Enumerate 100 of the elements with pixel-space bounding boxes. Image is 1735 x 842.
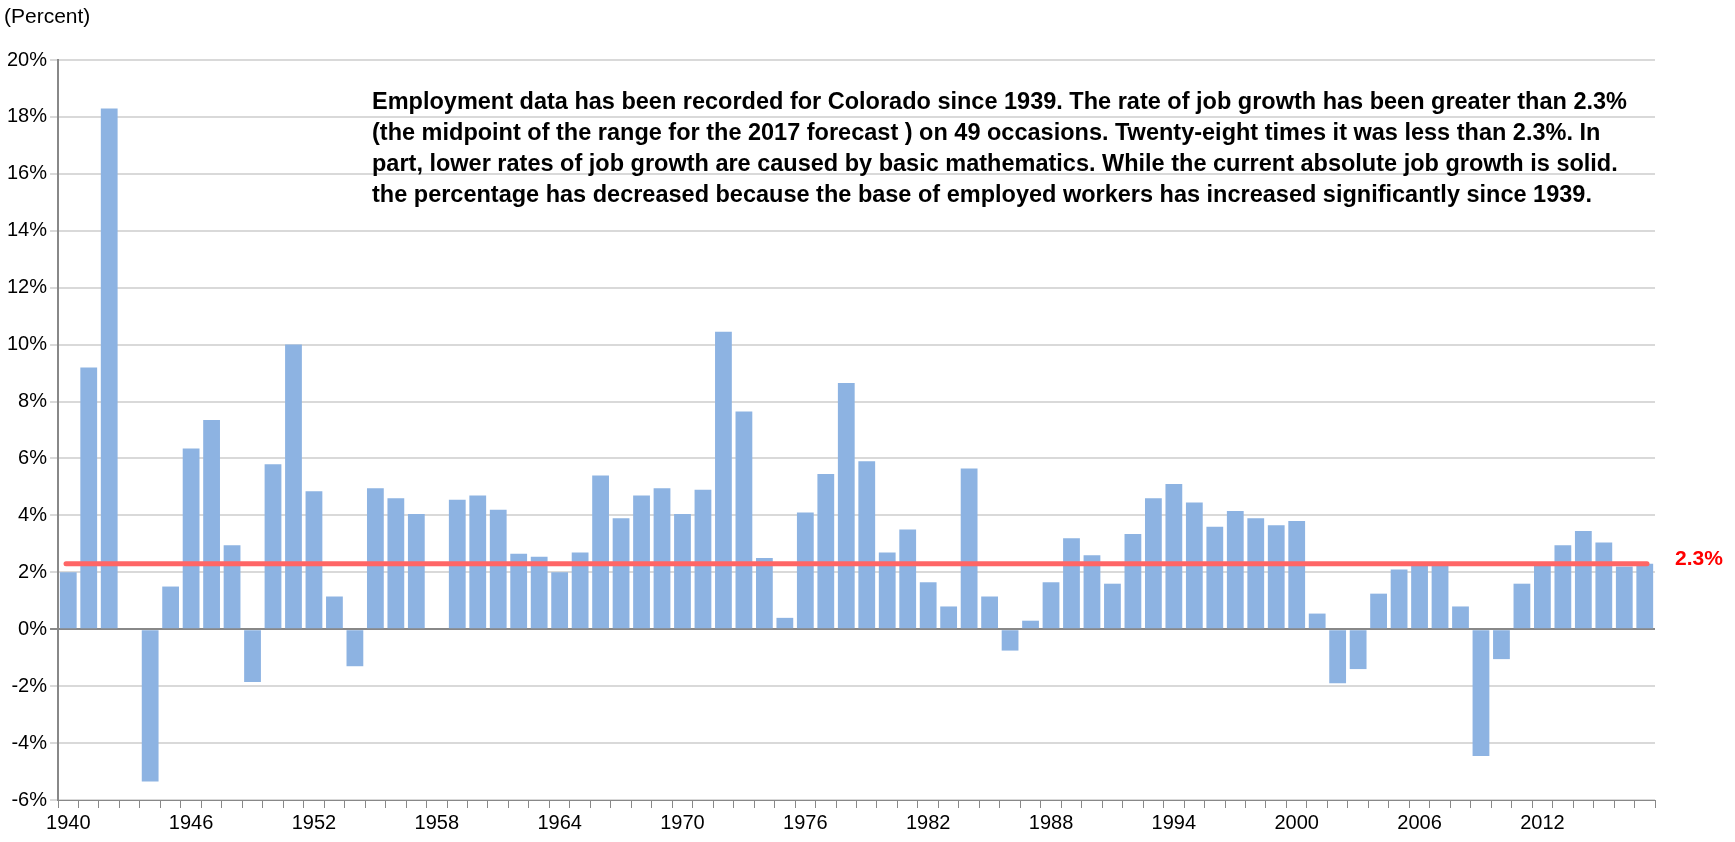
bar xyxy=(674,513,691,629)
bar xyxy=(1185,502,1203,629)
bar xyxy=(510,553,528,629)
bar xyxy=(407,513,425,629)
bar xyxy=(1411,563,1428,629)
bar xyxy=(612,518,630,629)
bar xyxy=(1247,518,1265,629)
x-tick-label: 1988 xyxy=(1028,810,1074,833)
x-tick-label: 1964 xyxy=(537,810,582,833)
y-tick-label: 6% xyxy=(18,445,48,468)
bar xyxy=(817,474,835,629)
x-tick-label: 2000 xyxy=(1274,810,1319,833)
bar xyxy=(141,630,159,782)
bar xyxy=(960,468,978,629)
bar xyxy=(1493,630,1510,660)
bar xyxy=(489,509,507,629)
x-tick-label: 1958 xyxy=(414,810,460,833)
bar xyxy=(1574,531,1592,629)
bar xyxy=(1288,521,1306,629)
bar xyxy=(469,495,487,629)
bar xyxy=(1370,593,1387,629)
bar xyxy=(244,630,261,682)
x-tick-label: 1994 xyxy=(1151,810,1197,833)
bar xyxy=(100,108,118,629)
bar xyxy=(1329,630,1347,684)
bar xyxy=(1001,630,1019,651)
bar xyxy=(1144,498,1162,629)
bar xyxy=(899,529,917,629)
bar xyxy=(776,617,794,629)
bar xyxy=(1513,583,1531,629)
bar xyxy=(223,545,241,629)
bar xyxy=(366,488,384,629)
bar xyxy=(592,475,609,629)
bar xyxy=(1042,582,1060,629)
bar xyxy=(633,495,650,629)
y-tick-label: 10% xyxy=(7,332,48,355)
bar xyxy=(530,556,548,629)
bar xyxy=(1534,563,1551,629)
bar xyxy=(551,572,569,629)
bar xyxy=(940,606,958,629)
bar xyxy=(1554,545,1572,629)
bar xyxy=(1165,484,1183,629)
bar xyxy=(1206,526,1224,629)
bar xyxy=(1104,583,1121,629)
y-tick-label: -2% xyxy=(11,673,48,696)
y-tick-label: -4% xyxy=(11,730,48,753)
y-tick-label: 14% xyxy=(7,218,48,241)
bar xyxy=(981,596,998,629)
y-tick-label: 16% xyxy=(7,161,48,184)
x-tick-label: 1970 xyxy=(660,810,705,833)
bar xyxy=(1267,525,1285,629)
bar xyxy=(1308,613,1326,629)
y-axis-title: (Percent) xyxy=(4,4,91,28)
y-tick-label: 18% xyxy=(7,104,48,127)
bar xyxy=(919,582,937,629)
bar xyxy=(1615,566,1633,629)
bar xyxy=(387,498,405,629)
bar xyxy=(59,572,77,629)
bar xyxy=(1431,563,1449,629)
bar xyxy=(203,420,220,629)
y-tick-label: 0% xyxy=(18,616,48,639)
bar xyxy=(653,488,671,629)
bar xyxy=(755,558,773,629)
bar xyxy=(346,630,364,667)
bar xyxy=(182,448,200,629)
y-tick-label: -6% xyxy=(11,787,48,810)
bar xyxy=(305,491,323,629)
bar xyxy=(837,383,855,629)
bar xyxy=(1063,538,1080,629)
bar xyxy=(1124,533,1142,629)
bar xyxy=(1452,606,1469,629)
bar xyxy=(1636,563,1654,629)
bar xyxy=(326,596,343,629)
x-tick-label: 2006 xyxy=(1397,810,1442,833)
bar xyxy=(80,367,98,629)
annotation: Employment data has been recorded for Colorado since 1939. The rate of job growth has been greater than 2.3% (the midpoint of the range for the 2017 forecast ) on 49 occasions. Twenty-eight times it was less than 2.3%. In part, lower rates of job growth are caused by basic mathematics. While the current absolute job growth is solid. the percentage has decreased because the base of employed workers has increased significantly since 1939. xyxy=(372,87,1628,209)
bar xyxy=(571,552,589,629)
bar xyxy=(735,411,753,629)
x-tick-label: 1940 xyxy=(46,810,91,833)
y-tick-label: 8% xyxy=(18,389,48,412)
bar xyxy=(1022,620,1039,629)
x-tick-label: 1976 xyxy=(783,810,828,833)
bar xyxy=(694,489,712,629)
x-tick-label: 1952 xyxy=(291,810,337,833)
bar xyxy=(1226,511,1244,629)
bar xyxy=(162,586,180,629)
bar xyxy=(796,512,814,629)
bar xyxy=(1472,630,1490,756)
y-tick-label: 20% xyxy=(7,47,48,70)
x-tick-label: 1982 xyxy=(905,810,951,833)
ref-line-label: 2.3% xyxy=(1675,545,1724,569)
y-tick-label: 12% xyxy=(7,275,48,298)
x-tick-label: 1946 xyxy=(168,810,214,833)
bar xyxy=(285,344,302,629)
bar xyxy=(1349,630,1367,670)
bar xyxy=(858,461,876,629)
bar xyxy=(448,499,466,629)
bar xyxy=(715,331,732,629)
bar xyxy=(1595,542,1613,629)
bar xyxy=(878,552,896,629)
